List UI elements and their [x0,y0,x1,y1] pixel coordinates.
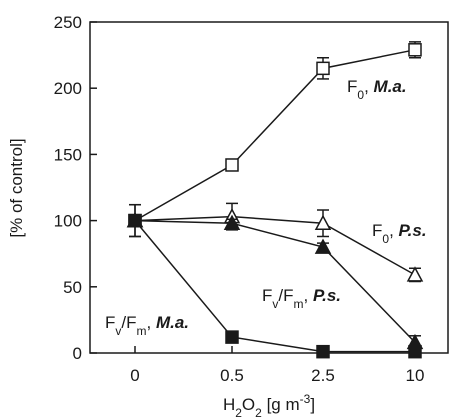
x-tick-label: 2.5 [311,366,335,385]
series-line [134,49,416,222]
annotation-f0-ma: F0, M.a. [347,77,407,102]
series-line [134,215,416,276]
series-0 [128,41,422,238]
y-axis: 0 50 100 150 200 250 [54,13,97,363]
y-tick-label: 200 [54,79,82,98]
data-point [406,266,424,282]
y-tick-label: 0 [73,344,82,363]
y-tick-label: 100 [54,212,82,231]
plot-frame [89,21,449,354]
series-3 [128,213,422,359]
x-axis-title: H2O2 [g m-3] [223,392,315,419]
data-point [408,43,422,57]
data-point [314,238,332,254]
data-point [225,158,239,172]
annotation-fvfm-ps: Fv/Fm, P.s. [262,286,341,311]
data-point [128,213,142,228]
x-tick-label: 0.5 [220,366,244,385]
series-line [134,219,416,343]
series-line [134,220,415,353]
annotation-fvfm-ma: Fv/Fm, M.a. [105,313,189,338]
annotation-f0-ps: F0, P.s. [372,221,427,246]
data-point [225,330,239,344]
y-axis-title: [% of control] [7,138,26,237]
y-tick-label: 150 [54,145,82,164]
data-point [223,214,241,230]
data-point [316,61,330,76]
x-tick-label: 10 [406,366,425,385]
y-tick-label: 250 [54,13,82,32]
series-1 [126,202,424,283]
data-point [408,344,422,359]
x-tick-label: 0 [130,366,139,385]
y-tick-label: 50 [63,278,82,297]
data-point [314,214,332,230]
data-point [316,344,330,359]
series-layer [126,41,424,359]
